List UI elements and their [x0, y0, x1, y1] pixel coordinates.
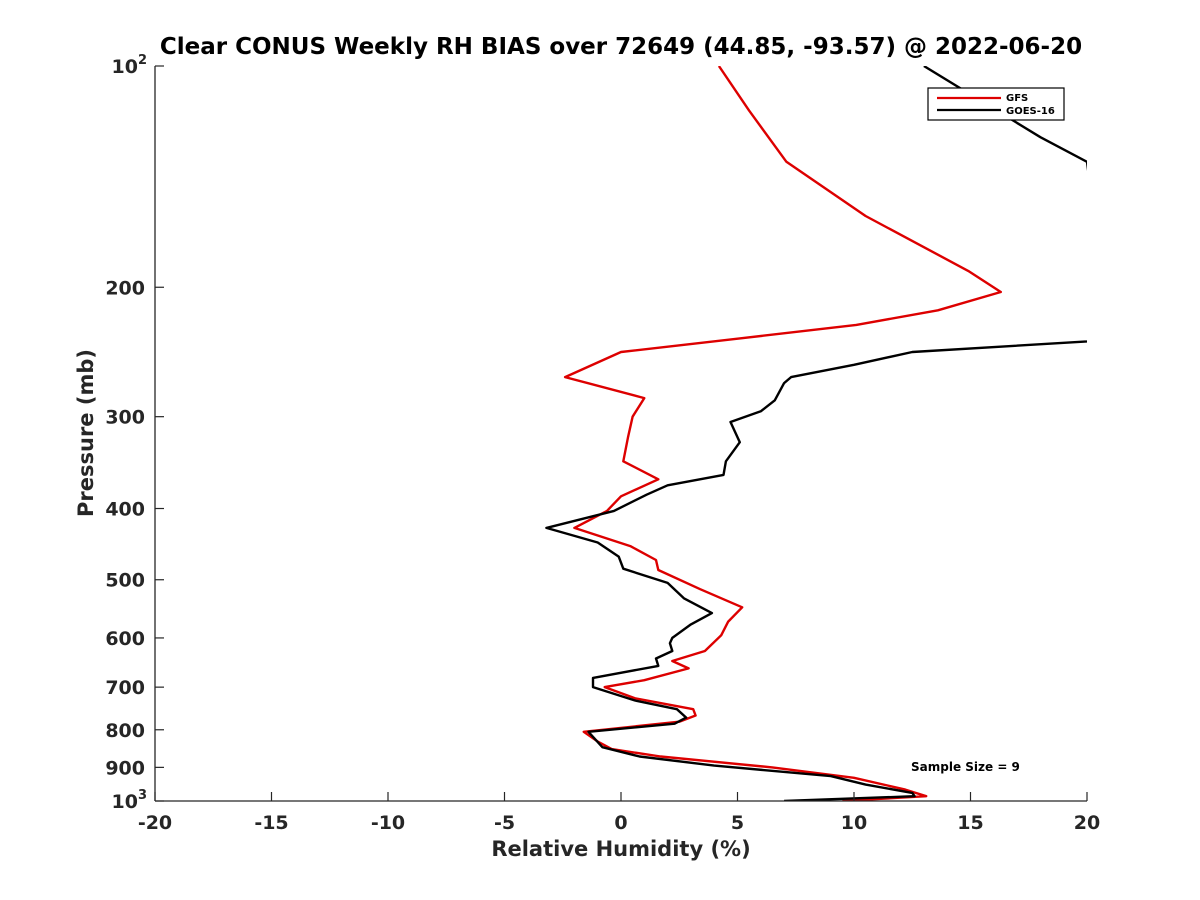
y-axis-label: Pressure (mb) — [74, 349, 98, 517]
x-tick-label: -15 — [254, 812, 288, 834]
y-tick-label: 500 — [105, 570, 145, 592]
series-layer — [545, 66, 1087, 801]
y-tick-label: 800 — [105, 720, 145, 742]
y-tick-label: 700 — [105, 677, 145, 699]
x-axis-ticks: -20 -15 -10 -5 0 5 10 15 20 — [138, 792, 1100, 834]
sample-size-annotation: Sample Size = 9 — [911, 760, 1020, 774]
y-tick-label: 900 — [105, 757, 145, 779]
x-tick-label: -5 — [494, 812, 515, 834]
y-tick-label: 102 — [112, 53, 148, 78]
x-tick-label: 0 — [614, 812, 627, 834]
y-axis-ticks: 102 200 300 400 500 600 700 800 900 103 — [105, 53, 164, 813]
plot-area — [155, 66, 1087, 801]
y-tick-label: 200 — [105, 277, 145, 299]
y-tick-label: 300 — [105, 407, 145, 429]
series-line-goes-16 — [545, 66, 1087, 801]
y-tick-label: 400 — [105, 499, 145, 521]
x-tick-label: -20 — [138, 812, 172, 834]
x-tick-label: 10 — [841, 812, 867, 834]
x-tick-label: -10 — [371, 812, 405, 834]
x-tick-label: 5 — [731, 812, 744, 834]
y-tick-label: 600 — [105, 628, 145, 650]
chart-title: Clear CONUS Weekly RH BIAS over 72649 (4… — [160, 34, 1082, 60]
legend: GFS GOES-16 — [927, 87, 1065, 121]
x-tick-label: 15 — [957, 812, 983, 834]
legend-label-goes16: GOES-16 — [1006, 106, 1055, 117]
x-tick-label: 20 — [1074, 812, 1100, 834]
legend-label-gfs: GFS — [1006, 93, 1028, 104]
legend-box — [927, 87, 1065, 121]
y-tick-label: 103 — [112, 788, 148, 813]
x-axis-label: Relative Humidity (%) — [491, 837, 750, 861]
